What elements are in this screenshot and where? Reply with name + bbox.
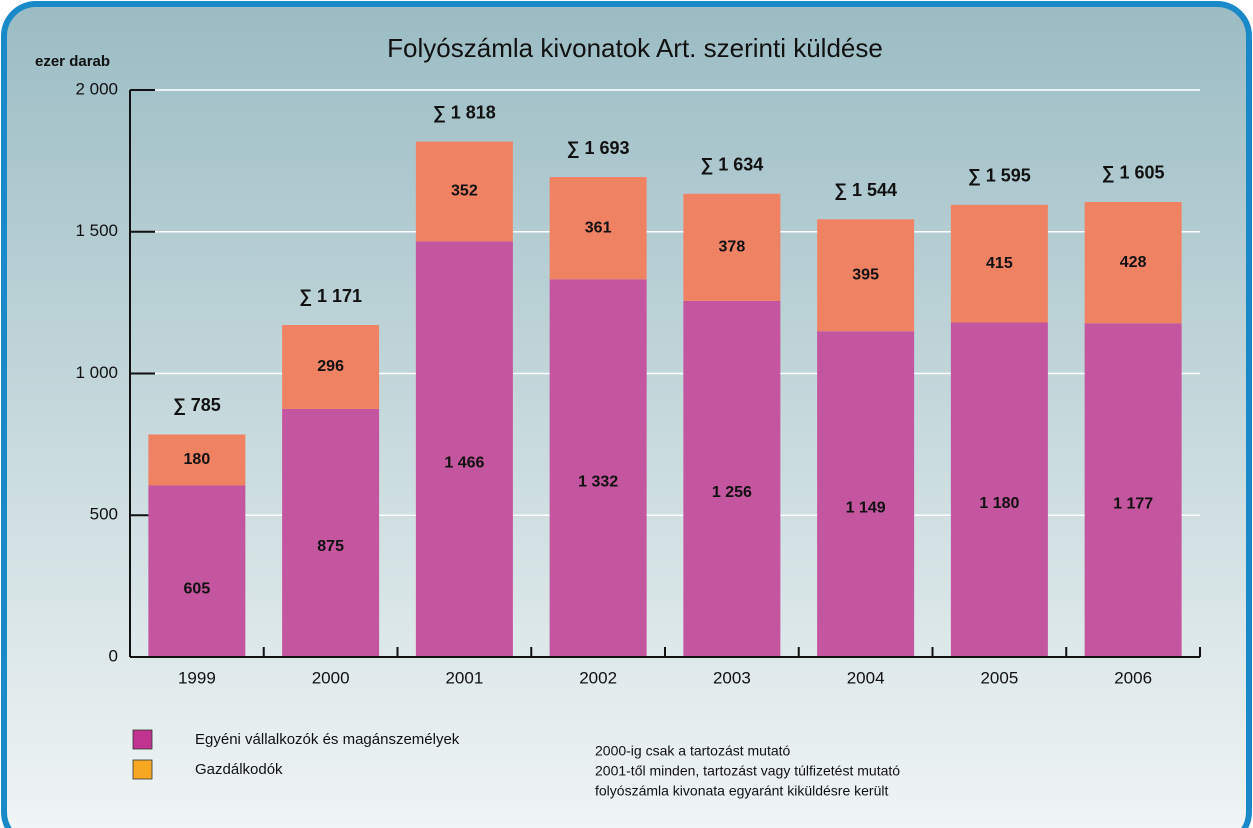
bar-segment [950, 204, 1048, 323]
bar-segment [148, 485, 246, 657]
note: 2001-től minden, tartozást vagy túlfizet… [595, 763, 900, 779]
total-label: ∑ 1 818 [433, 102, 496, 122]
value-label: 1 256 [712, 484, 752, 501]
value-label: 378 [719, 239, 746, 256]
bar-segment [1084, 323, 1182, 657]
bar-segment [148, 434, 246, 486]
total-label: ∑ 1 634 [700, 155, 763, 175]
value-label: 361 [585, 219, 612, 236]
value-label: 428 [1120, 254, 1147, 271]
value-label: 1 466 [444, 454, 484, 471]
bar-segment [1084, 201, 1182, 324]
x-tick-label: 2004 [847, 668, 885, 687]
bar-segment [282, 325, 380, 409]
y-tick-label: 1 000 [75, 363, 118, 382]
bar-segment [415, 241, 513, 657]
y-tick-label: 1 500 [75, 221, 118, 240]
x-tick-label: 2000 [312, 668, 350, 687]
bar-segment [817, 331, 915, 657]
value-label: 1 177 [1113, 495, 1153, 512]
x-tick-label: 2006 [1114, 668, 1152, 687]
bar-segment [683, 193, 781, 301]
note: folyószámla kivonata egyaránt kiküldésre… [595, 783, 888, 799]
total-label: ∑ 1 544 [834, 180, 897, 200]
y-tick-label: 2 000 [75, 79, 118, 98]
y-axis-label: ezer darab [35, 53, 110, 70]
bar-segment [817, 219, 915, 332]
x-tick-label: 2005 [980, 668, 1018, 687]
value-label: 1 180 [979, 495, 1019, 512]
value-label: 875 [317, 538, 344, 555]
value-label: 180 [184, 451, 211, 468]
bar-segment [683, 300, 781, 657]
value-label: 1 149 [846, 499, 886, 516]
value-label: 296 [317, 358, 344, 375]
total-label: ∑ 1 693 [567, 138, 630, 158]
x-tick-label: 2002 [579, 668, 617, 687]
x-tick-label: 2001 [445, 668, 483, 687]
legend-label: Gazdálkodók [195, 761, 283, 778]
value-label: 352 [451, 183, 478, 200]
total-label: ∑ 1 605 [1102, 163, 1165, 183]
bar-segment [549, 177, 647, 280]
total-label: ∑ 785 [173, 395, 221, 415]
note: 2000-ig csak a tartozást mutató [595, 743, 791, 759]
total-label: ∑ 1 171 [299, 286, 362, 306]
legend-swatch [132, 759, 153, 780]
x-tick-label: 2003 [713, 668, 751, 687]
value-label: 415 [986, 255, 1013, 272]
bar-segment [950, 322, 1048, 657]
x-tick-label: 1999 [178, 668, 216, 687]
bar-segment [282, 408, 380, 657]
legend-swatch [132, 729, 153, 750]
y-tick-label: 0 [109, 646, 118, 665]
chart-title: Folyószámla kivonatok Art. szerinti küld… [387, 33, 883, 63]
legend-label: Egyéni vállalkozók és magánszemélyek [195, 731, 460, 748]
total-label: ∑ 1 595 [968, 166, 1031, 186]
bar-segment [415, 141, 513, 242]
value-label: 395 [852, 266, 879, 283]
value-label: 605 [184, 580, 211, 597]
bar-segment [549, 279, 647, 657]
value-label: 1 332 [578, 473, 618, 490]
y-tick-label: 500 [90, 505, 118, 524]
